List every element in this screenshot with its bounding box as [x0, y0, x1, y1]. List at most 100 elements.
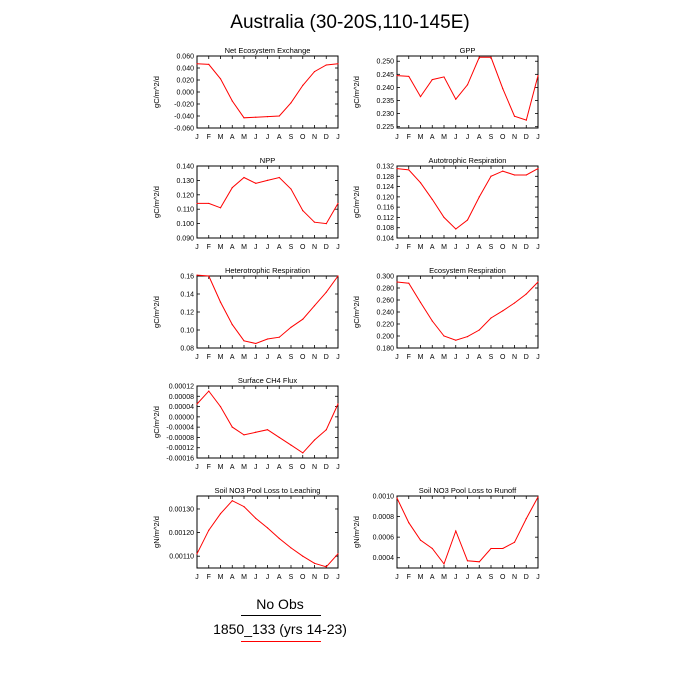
- data-point: [208, 390, 210, 392]
- y-tick-label: 0.000: [176, 90, 194, 97]
- y-axis-label: gC/m^2/d: [152, 76, 161, 108]
- chart-panel-3: NPP gC/m^2/d 0.140 0.130 0.120 0.110 0.100 0.09…: [152, 156, 340, 251]
- y-axis-label: gC/m^2/d: [152, 186, 161, 218]
- x-tick-label: J: [254, 464, 258, 471]
- x-tick-label: J: [395, 354, 399, 361]
- data-point: [466, 336, 469, 338]
- y-tick-label: 0.245: [376, 72, 394, 79]
- y-tick-label: 0.00000: [169, 414, 194, 421]
- chart-panel-5: Heterotrophic Respiration gC/m^2/d 0.16 0.1…: [152, 266, 340, 361]
- x-tick-label: J: [254, 244, 258, 251]
- data-point: [255, 116, 257, 118]
- data-point: [231, 426, 233, 428]
- data-point: [325, 429, 327, 431]
- data-point: [231, 100, 233, 102]
- data-point: [231, 187, 233, 189]
- y-tick-label: 0.0006: [373, 535, 395, 542]
- data-point: [196, 403, 198, 405]
- x-tick-label: M: [418, 354, 424, 361]
- data-point: [490, 56, 492, 58]
- data-point: [219, 207, 222, 209]
- y-tick-label: 0.14: [180, 292, 194, 299]
- x-tick-label: J: [195, 464, 199, 471]
- y-tick-label: 0.00130: [169, 506, 194, 513]
- y-tick-label: -0.00008: [166, 435, 194, 442]
- data-point: [243, 506, 245, 508]
- x-tick-label: J: [536, 354, 540, 361]
- x-tick-label: J: [266, 354, 270, 361]
- x-tick-label: A: [277, 464, 282, 471]
- y-tick-label: -0.020: [174, 102, 194, 109]
- x-tick-label: J: [454, 134, 458, 141]
- data-point: [313, 221, 316, 223]
- y-tick-label: 0.132: [376, 164, 394, 171]
- x-tick-label: F: [407, 574, 411, 581]
- data-point: [219, 301, 222, 303]
- series-line: [396, 281, 539, 341]
- data-point: [502, 310, 504, 312]
- y-tick-label: 0.280: [376, 286, 394, 293]
- data-point: [443, 335, 445, 337]
- x-tick-label: A: [477, 354, 482, 361]
- plot-frame: [396, 165, 539, 239]
- x-tick-label: N: [312, 134, 317, 141]
- y-tick-label: 0.240: [376, 310, 394, 317]
- data-point: [231, 324, 233, 326]
- x-tick-label: O: [300, 354, 306, 361]
- data-point: [490, 547, 492, 550]
- y-tick-label: 0.0010: [373, 494, 395, 501]
- x-tick-label: D: [324, 134, 329, 141]
- data-point: [255, 342, 257, 345]
- x-tick-label: J: [395, 574, 399, 581]
- x-tick-label: A: [430, 354, 435, 361]
- y-tick-label: 0.180: [376, 346, 394, 353]
- data-point: [278, 336, 280, 338]
- x-tick-label: A: [430, 134, 435, 141]
- series-line: [196, 390, 339, 454]
- data-point: [290, 102, 292, 104]
- plot-frame: [196, 165, 339, 239]
- data-point: [278, 176, 280, 179]
- data-point: [208, 202, 210, 205]
- data-point: [243, 176, 245, 179]
- y-tick-label: 0.200: [376, 334, 394, 341]
- plot-frame: [396, 275, 539, 349]
- data-point: [455, 228, 457, 230]
- y-tick-label: 0.112: [377, 215, 394, 222]
- x-tick-label: A: [230, 574, 235, 581]
- series-line: [197, 176, 339, 225]
- x-tick-label: F: [407, 244, 411, 251]
- x-tick-label: M: [441, 134, 447, 141]
- y-tick-label: 0.00120: [169, 530, 194, 537]
- data-point: [337, 202, 339, 205]
- data-point: [325, 566, 327, 568]
- data-point: [408, 169, 410, 171]
- data-point: [537, 496, 539, 498]
- data-point: [478, 329, 480, 331]
- x-tick-label: O: [300, 244, 306, 251]
- series-line: [196, 63, 339, 119]
- x-tick-label: F: [207, 244, 211, 251]
- x-tick-label: J: [466, 574, 470, 581]
- data-point: [313, 439, 316, 441]
- data-point: [219, 405, 222, 408]
- y-tick-label: 0.116: [377, 205, 394, 212]
- data-point: [443, 563, 445, 565]
- chart-title: Surface CH4 Flux: [238, 376, 297, 385]
- chart-title: Heterotrophic Respiration: [225, 266, 310, 275]
- x-tick-label: M: [218, 574, 224, 581]
- data-point: [278, 537, 280, 540]
- x-tick-label: D: [524, 244, 529, 251]
- x-tick-label: O: [500, 134, 506, 141]
- data-point: [266, 338, 269, 340]
- x-tick-label: O: [300, 574, 306, 581]
- x-tick-label: F: [207, 574, 211, 581]
- data-point: [443, 216, 445, 219]
- chart-title: GPP: [460, 46, 476, 55]
- y-axis-label: gC/m^2/d: [352, 76, 361, 108]
- x-tick-label: J: [395, 134, 399, 141]
- x-tick-label: M: [441, 354, 447, 361]
- data-point: [537, 75, 539, 77]
- y-tick-label: 0.230: [376, 111, 394, 118]
